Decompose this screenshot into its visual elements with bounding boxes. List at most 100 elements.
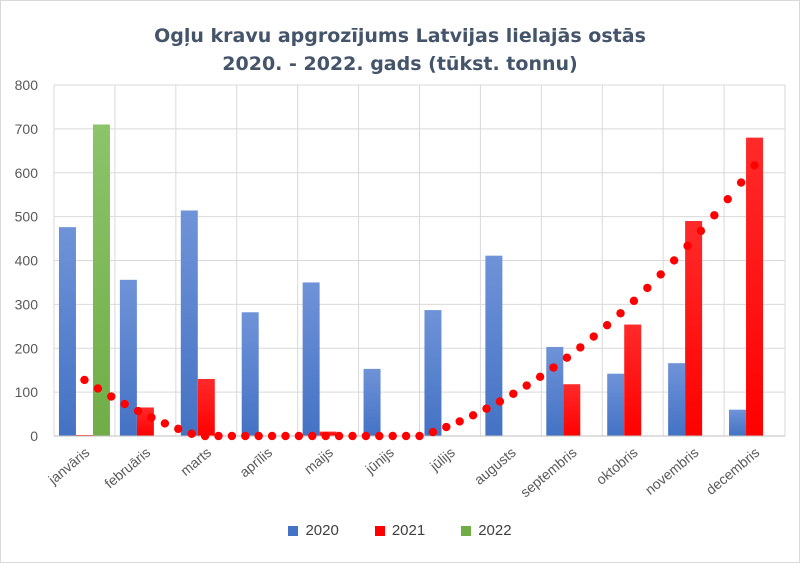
trendline-dot xyxy=(522,381,531,390)
x-tick-label: jūnijs xyxy=(361,444,396,477)
trendline-dot xyxy=(120,399,129,409)
legend-item-2021: 2021 xyxy=(374,522,426,539)
trendline-dot xyxy=(388,431,397,441)
trendline-dot xyxy=(415,431,424,441)
trendline-dot xyxy=(241,431,250,441)
trendline-dot xyxy=(133,406,143,416)
legend-swatch xyxy=(461,525,472,536)
trendline-dot xyxy=(442,422,451,432)
trendline-dot xyxy=(80,375,89,385)
chart-legend: 2020 2021 2022 xyxy=(0,522,800,539)
x-tick-label: oktobris xyxy=(593,444,641,488)
trendline-dot xyxy=(723,194,732,204)
trendline-dot xyxy=(281,431,290,441)
chart-title-block: Ogļu kravu apgrozījums Latvijas lielajās… xyxy=(0,22,800,78)
legend-item-2022: 2022 xyxy=(461,522,512,539)
y-tick-label: 0 xyxy=(30,428,38,444)
trendline-dot xyxy=(254,431,263,441)
trendline-dot xyxy=(214,431,223,441)
trendline-dot xyxy=(321,431,330,441)
trendline-dot xyxy=(750,161,759,170)
trendline-dot xyxy=(160,419,170,428)
trendline-dot xyxy=(308,431,317,441)
trendline-dot xyxy=(629,296,639,306)
bar-2020-10 xyxy=(607,373,625,436)
legend-label: 2022 xyxy=(478,522,512,539)
x-tick-label: decembris xyxy=(703,444,763,498)
trendline-dot xyxy=(428,427,438,437)
legend-swatch xyxy=(288,525,299,536)
trendline-dot xyxy=(616,309,625,318)
y-tick-label: 500 xyxy=(15,209,39,225)
legend-label: 2020 xyxy=(305,522,339,539)
y-tick-label: 100 xyxy=(15,384,39,400)
bar-2020-2 xyxy=(119,279,137,436)
bar-2020-9 xyxy=(546,346,564,436)
bar-2021-12 xyxy=(746,137,764,436)
trendline-dot xyxy=(187,429,196,438)
trendline-dot xyxy=(200,431,210,441)
x-tick-label: februāris xyxy=(101,444,153,491)
bar-2020-4 xyxy=(241,312,259,436)
bar-2021-3 xyxy=(197,378,215,436)
bar-2020-8 xyxy=(485,255,503,436)
trendline-dot xyxy=(643,283,652,293)
y-tick-label: 200 xyxy=(15,340,39,356)
trendline-dot xyxy=(562,353,572,362)
trendline-dot xyxy=(147,413,156,422)
x-tick-label: jūlijs xyxy=(426,444,458,474)
trendline-dot xyxy=(495,397,505,406)
trendline-dot xyxy=(656,270,665,279)
trendline-dot xyxy=(710,211,719,220)
x-tick-label: maijs xyxy=(301,444,336,477)
trendline-dot xyxy=(589,332,598,341)
trendline-dot xyxy=(294,431,304,441)
bar-2020-6 xyxy=(363,368,381,436)
trendline-dot xyxy=(227,431,237,441)
trendline-dot xyxy=(455,417,464,426)
bar-2021-10 xyxy=(624,324,642,436)
trendline-dot xyxy=(696,226,706,236)
y-tick-label: 600 xyxy=(15,165,39,181)
x-tick-label: augusts xyxy=(471,444,519,488)
trendline-dot xyxy=(401,431,411,441)
bar-2021-9 xyxy=(563,384,581,436)
trendline-dot xyxy=(669,256,679,265)
trendline-dot xyxy=(535,372,545,381)
trendline-dot xyxy=(482,404,491,413)
x-tick-label: aprīlis xyxy=(236,444,275,480)
trendline-dot xyxy=(107,392,116,401)
trendline-dot xyxy=(549,363,558,372)
trendline-dot xyxy=(468,411,478,420)
bar-2021-11 xyxy=(685,221,703,436)
trendline-dot xyxy=(736,178,746,187)
legend-item-2020: 2020 xyxy=(288,522,339,539)
x-tick-label: novembris xyxy=(642,444,702,498)
trendline-dot xyxy=(576,343,585,352)
y-tick-label: 400 xyxy=(15,253,39,269)
bar-2020-5 xyxy=(302,282,320,436)
bar-2020-3 xyxy=(180,210,198,436)
bar-2020-1 xyxy=(58,227,76,436)
bar-2020-7 xyxy=(424,310,442,436)
x-tick-label: janvāris xyxy=(44,444,92,488)
trendline-dot xyxy=(361,431,371,441)
x-tick-label: marts xyxy=(177,444,214,479)
trendline-dot xyxy=(602,320,612,330)
legend-label: 2021 xyxy=(391,522,426,539)
bar-2020-11 xyxy=(668,363,686,436)
trendline-dot xyxy=(93,384,103,393)
chart-subtitle: 2020. - 2022. gads (tūkst. tonnu) xyxy=(222,53,578,75)
legend-swatch xyxy=(374,525,385,536)
trendline-dot xyxy=(509,389,518,398)
bar-2022-1 xyxy=(92,124,110,437)
trendline-dot xyxy=(683,241,692,251)
trendline-dot xyxy=(348,431,357,441)
trendline-dot xyxy=(267,431,277,441)
y-tick-label: 800 xyxy=(15,77,39,93)
bar-2020-12 xyxy=(729,409,747,436)
y-tick-label: 700 xyxy=(15,121,39,137)
y-tick-label: 300 xyxy=(15,296,39,312)
chart-title: Ogļu kravu apgrozījums Latvijas lielajās… xyxy=(154,25,646,47)
